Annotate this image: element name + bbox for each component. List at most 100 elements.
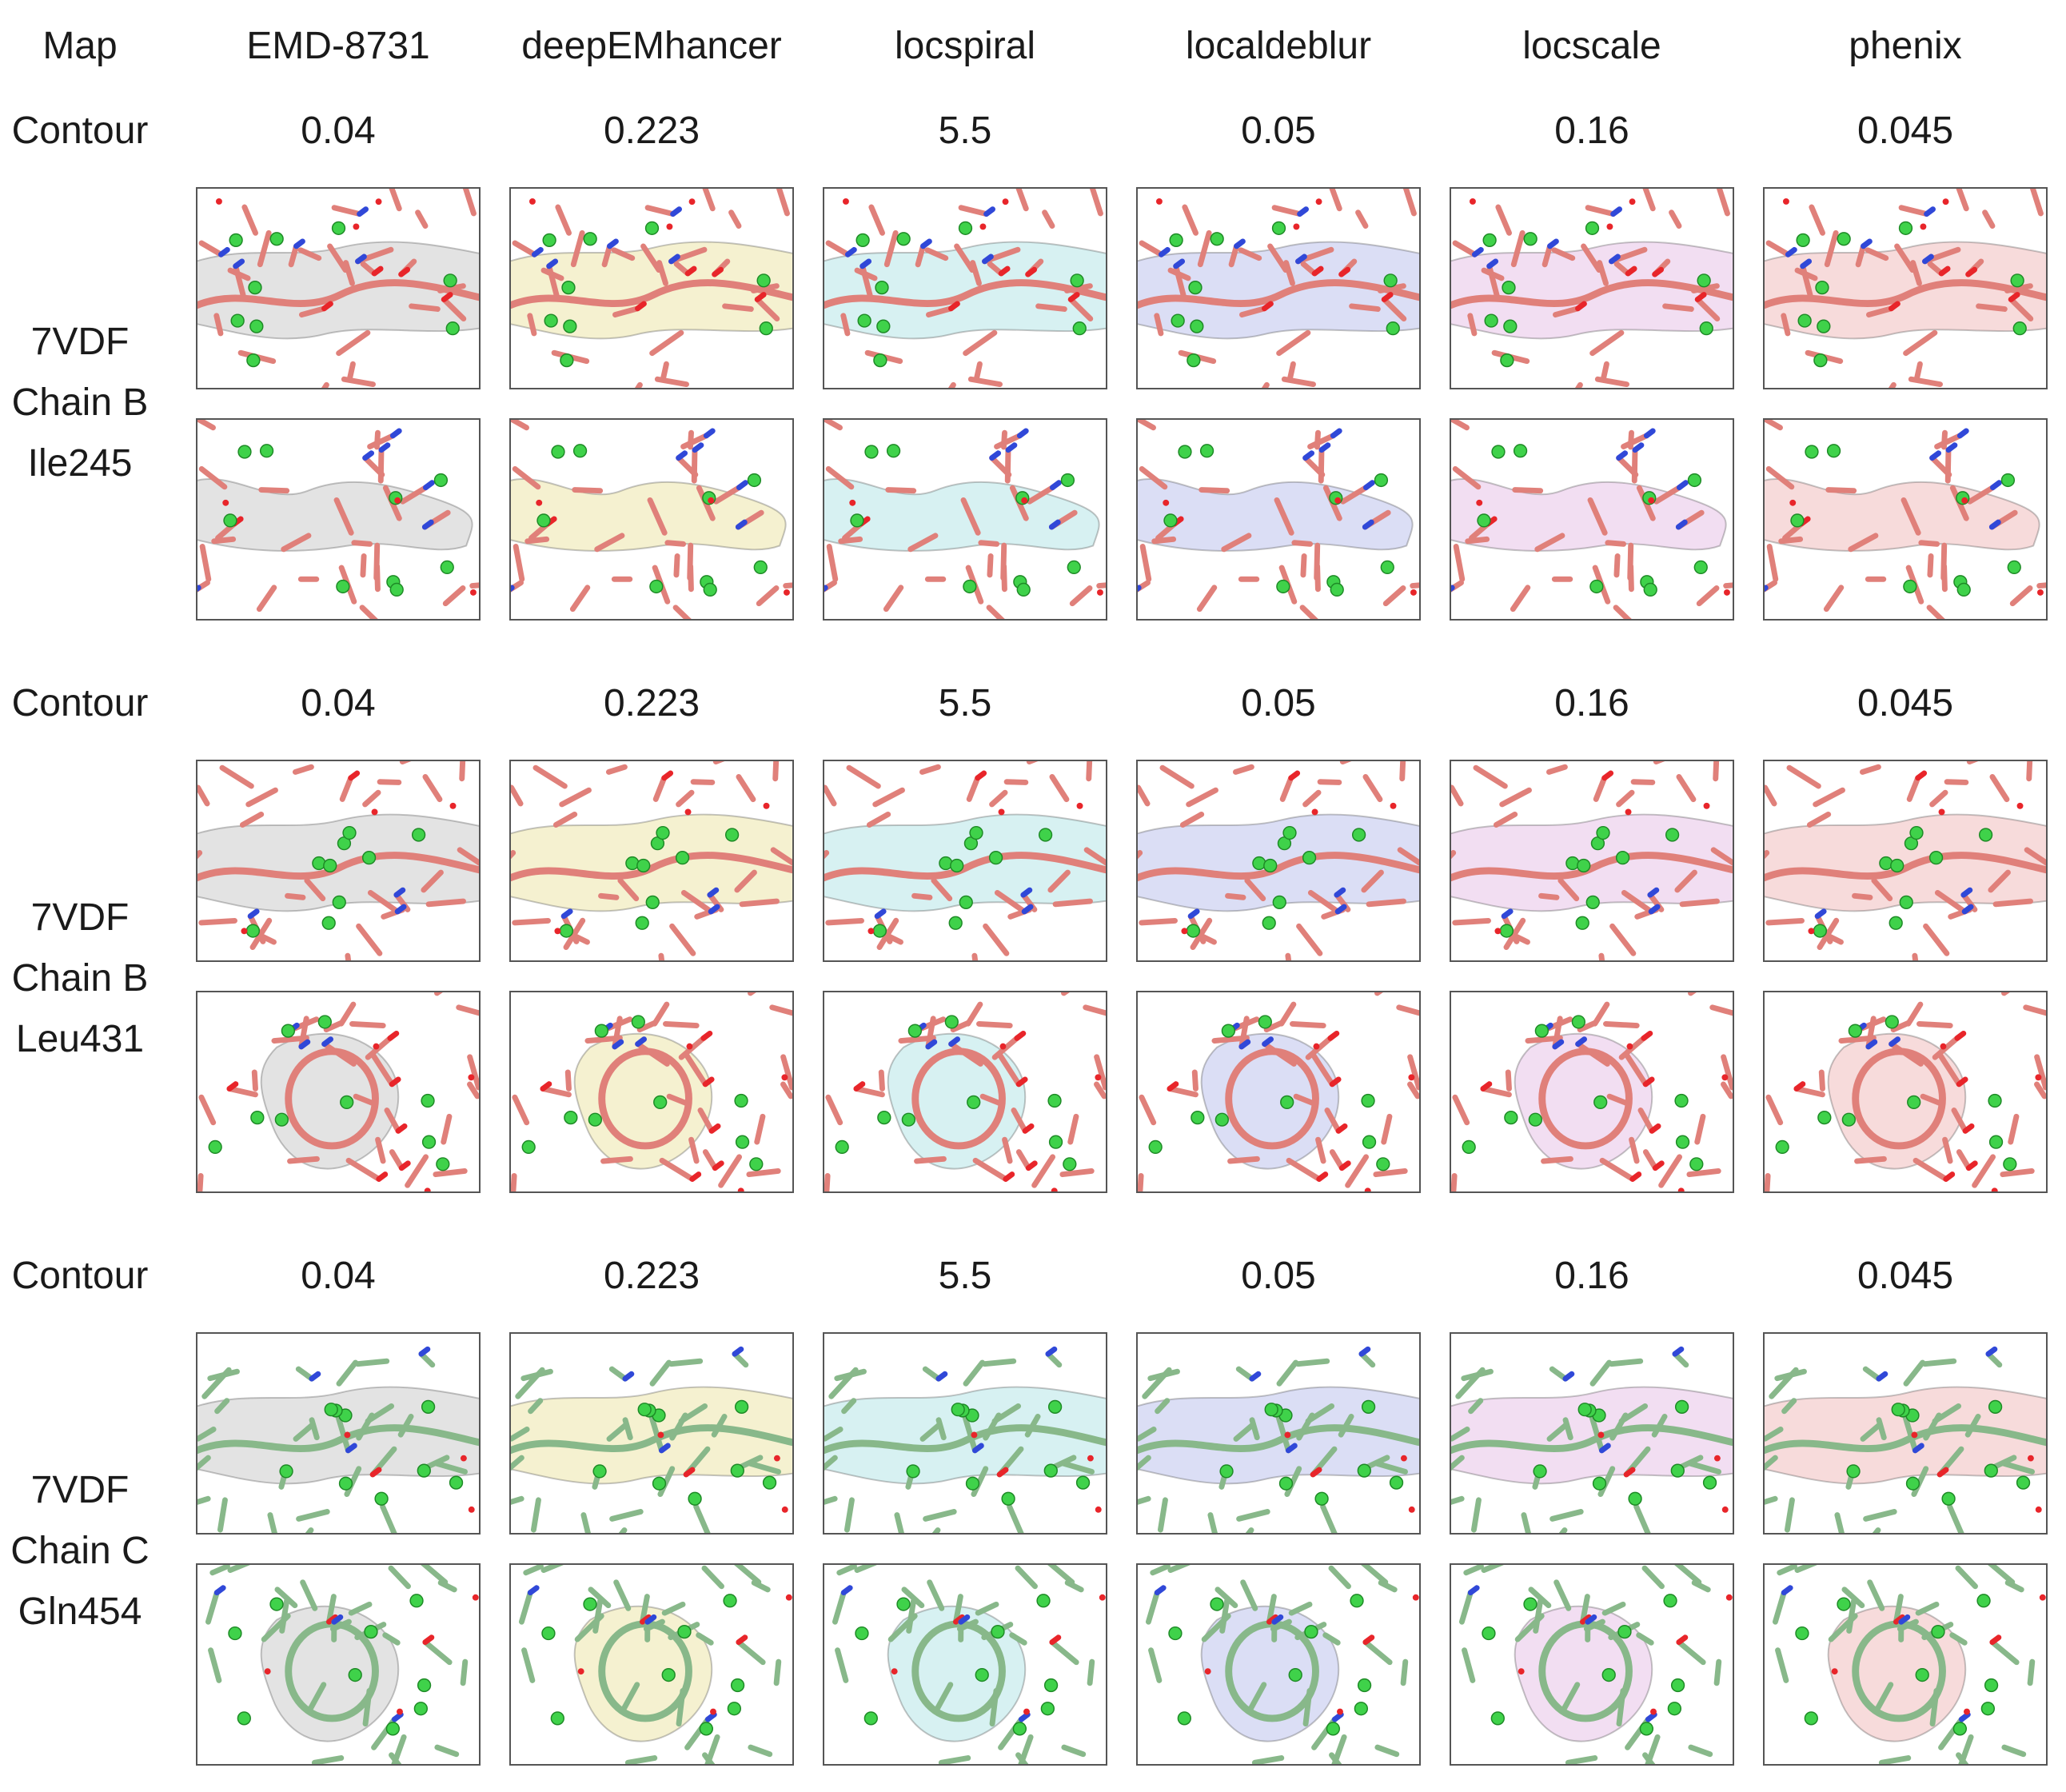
molecule-render [205,1565,479,1764]
molecule-render [1765,420,2046,619]
contour-value: 0.05 [1241,110,1316,152]
contour-label: Contour [11,682,149,724]
pdb-id: 7VDF [30,1469,130,1511]
contour-value: 5.5 [938,110,992,152]
contour-value: 0.04 [301,682,376,724]
structure-label: 7VDF Chain C Gln454 [0,1460,160,1642]
molecule-render [511,761,792,960]
contour-label: Contour [11,1255,149,1297]
density-panel-localdeblur-view-1 [1136,760,1421,962]
molecule-render [1451,992,1733,1191]
density-panel-deepemhancer-view-2 [509,991,794,1193]
density-panel-locscale-view-1 [1450,187,1734,389]
molecule-render [511,1346,792,1533]
molecule-render [824,189,1106,388]
density-panel-deepemhancer-view-2 [509,1563,794,1766]
molecule-render [824,992,1106,1191]
density-panel-localdeblur-view-1 [1136,1332,1421,1535]
density-panel-emd-8731-view-1 [196,1332,481,1535]
density-panel-localdeblur-view-1 [1136,187,1421,389]
chain-id: Chain B [11,381,149,424]
density-panel-phenix-view-2 [1763,418,2048,621]
molecule-render [824,761,1106,960]
density-panel-locscale-view-2 [1450,1563,1734,1766]
density-panel-locscale-view-2 [1450,418,1734,621]
molecule-render [197,420,479,619]
molecule-render [1138,189,1419,388]
molecule-render [1451,420,1733,619]
molecule-render [1451,189,1733,388]
density-panel-phenix-view-1 [1763,760,2048,962]
molecule-render [511,189,792,388]
column-header-locspiral: locspiral [894,25,1036,67]
residue-id: Leu431 [15,1018,145,1060]
density-panel-deepemhancer-view-1 [509,760,794,962]
molecule-render [511,420,792,619]
molecule-render [1765,1346,2046,1533]
density-panel-phenix-view-2 [1763,991,2048,1193]
density-panel-deepemhancer-view-2 [509,418,794,621]
density-panel-emd-8731-view-1 [196,187,481,389]
density-panel-phenix-view-1 [1763,1332,2048,1535]
density-panel-phenix-view-2 [1763,1563,2048,1766]
pdb-id: 7VDF [30,896,130,939]
chain-id: Chain B [11,957,149,1000]
contour-value: 0.045 [1857,110,1954,152]
residue-id: Gln454 [18,1590,142,1633]
molecule-render [1458,1565,1733,1764]
molecule-render [1145,1565,1419,1764]
molecule-render [824,420,1106,619]
molecule-render [197,761,479,960]
structure-label: 7VDF Chain B Ile245 [0,312,160,494]
density-panel-locspiral-view-1 [823,760,1107,962]
contour-value: 0.16 [1554,682,1629,724]
density-panel-locspiral-view-2 [823,1563,1107,1766]
density-panel-locspiral-view-1 [823,1332,1107,1535]
molecule-render [511,992,792,1191]
contour-value: 0.045 [1857,1255,1954,1297]
contour-value: 0.045 [1857,682,1954,724]
column-header-emd-8731: EMD-8731 [246,25,430,67]
contour-value: 0.16 [1554,1255,1629,1297]
density-panel-deepemhancer-view-1 [509,187,794,389]
molecule-render [1765,761,2046,960]
density-panel-locscale-view-2 [1450,991,1734,1193]
molecule-render [1138,1346,1419,1533]
contour-value: 0.04 [301,1255,376,1297]
density-panel-locspiral-view-2 [823,418,1107,621]
molecule-render [1138,992,1419,1191]
contour-value: 0.05 [1241,682,1316,724]
density-panel-localdeblur-view-2 [1136,418,1421,621]
density-panel-locspiral-view-2 [823,991,1107,1193]
density-panel-emd-8731-view-2 [196,1563,481,1766]
molecule-render [197,992,479,1191]
contour-label: Contour [11,110,149,152]
column-header-locscale: locscale [1522,25,1661,67]
molecule-render [832,1565,1106,1764]
density-panel-localdeblur-view-2 [1136,1563,1421,1766]
molecule-render [1765,992,2046,1191]
density-panel-localdeblur-view-2 [1136,991,1421,1193]
pdb-id: 7VDF [30,321,130,363]
molecule-render [1772,1565,2046,1764]
residue-id: Ile245 [27,442,133,485]
column-header-phenix: phenix [1849,25,1962,67]
density-panel-emd-8731-view-2 [196,991,481,1193]
contour-value: 0.16 [1554,110,1629,152]
contour-value: 0.223 [603,1255,700,1297]
contour-value: 0.04 [301,110,376,152]
density-panel-emd-8731-view-1 [196,760,481,962]
chain-id: Chain C [10,1530,150,1572]
molecule-render [197,1346,479,1533]
molecule-render [197,189,479,388]
density-panel-deepemhancer-view-1 [509,1332,794,1535]
molecule-render [1451,1346,1733,1533]
column-header-deepemhancer: deepEMhancer [521,25,782,67]
contour-value: 0.223 [603,110,700,152]
density-panel-emd-8731-view-2 [196,418,481,621]
contour-value: 5.5 [938,682,992,724]
molecule-render [1451,761,1733,960]
molecule-render [1765,189,2046,388]
map-header-label: Map [42,25,118,67]
contour-value: 0.05 [1241,1255,1316,1297]
